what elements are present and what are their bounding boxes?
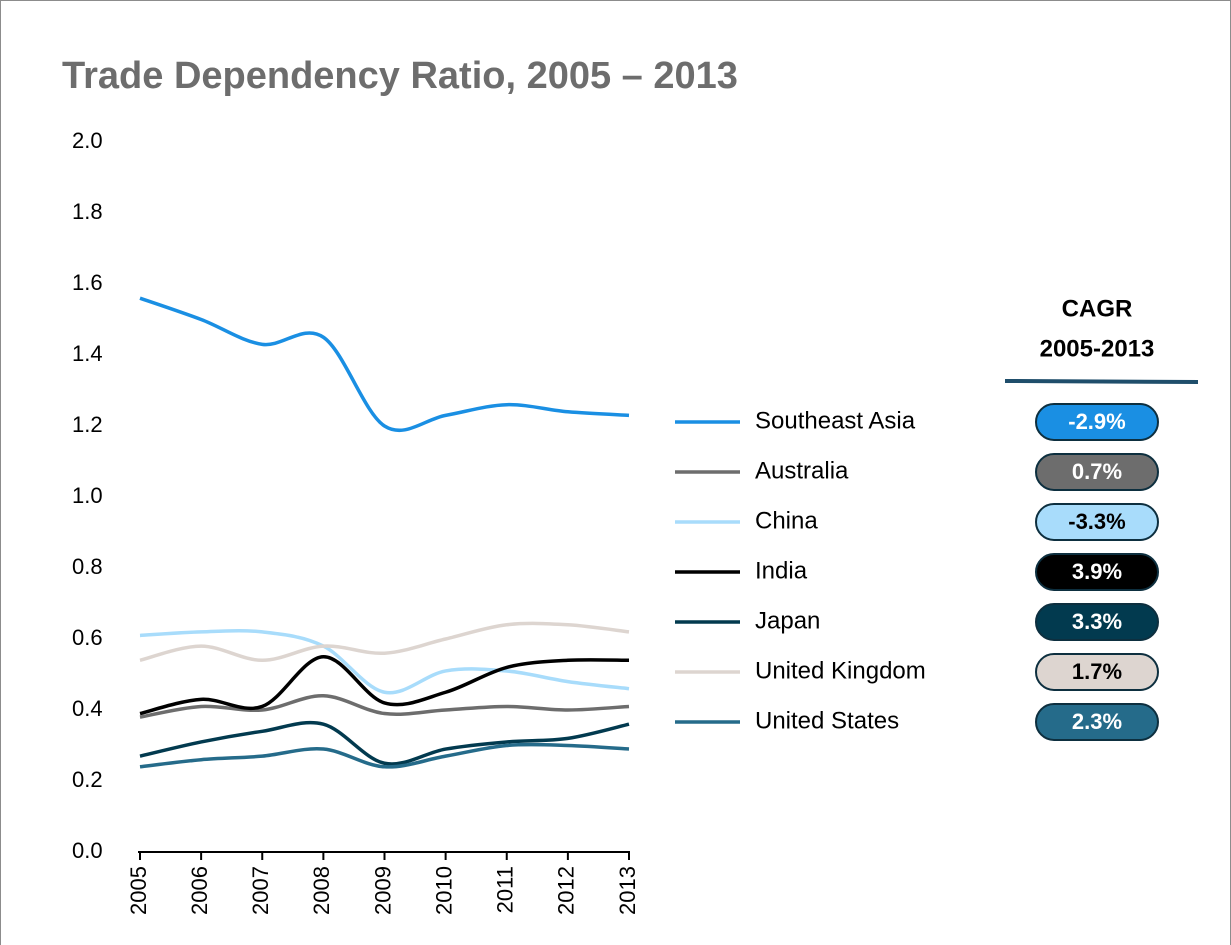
cagr-label: 2.3%: [1072, 709, 1122, 734]
series-line: [139, 720, 630, 766]
series-line: [139, 654, 630, 716]
cagr-title: CAGR: [1062, 295, 1133, 322]
y-tick-label: 1.4: [72, 341, 103, 366]
x-tick-label: 2008: [309, 866, 334, 915]
x-tick-label: 2006: [187, 866, 212, 915]
legend-label: Australia: [755, 457, 849, 484]
x-tick-label: 2012: [554, 866, 579, 915]
cagr-underline: [1004, 379, 1199, 384]
y-tick-label: 2.0: [72, 128, 103, 153]
y-tick-label: 0.0: [72, 838, 103, 863]
cagr-label: -2.9%: [1068, 409, 1125, 434]
y-tick-label: 0.2: [72, 767, 103, 792]
x-tick-label: 2009: [370, 866, 395, 915]
legend-label: India: [755, 557, 808, 584]
cagr-pill: [1035, 503, 1159, 541]
cagr-title: 2005-2013: [1040, 335, 1155, 362]
legend-label: Southeast Asia: [755, 407, 916, 434]
x-tick-label: 2005: [126, 866, 151, 915]
legend-label: United States: [755, 707, 899, 734]
y-tick-label: 1.2: [72, 412, 103, 437]
series-line: [139, 742, 630, 769]
legend-label: China: [755, 507, 818, 534]
cagr-pill: [1035, 653, 1159, 691]
cagr-pill: [1035, 453, 1159, 491]
cagr-label: 3.3%: [1072, 609, 1122, 634]
cagr-pill: [1035, 403, 1159, 441]
y-tick-label: 0.6: [72, 625, 103, 650]
series-line: [139, 621, 630, 663]
cagr-pill: [1035, 703, 1159, 741]
cagr-label: 0.7%: [1072, 459, 1122, 484]
y-tick-label: 1.0: [72, 483, 103, 508]
x-tick-label: 2010: [431, 866, 456, 915]
cagr-pill: [1035, 603, 1159, 641]
series-line: [139, 628, 630, 695]
x-tick-label: 2013: [615, 866, 640, 915]
series-line: [139, 296, 630, 433]
cagr-label: 1.7%: [1072, 659, 1122, 684]
legend-label: Japan: [755, 607, 820, 634]
cagr-label: -3.3%: [1068, 509, 1125, 534]
chart-title: Trade Dependency Ratio, 2005 – 2013: [62, 55, 738, 97]
x-tick-label: 2007: [248, 866, 273, 915]
y-tick-label: 1.8: [72, 199, 103, 224]
legend-label: United Kingdom: [755, 657, 926, 684]
cagr-label: 3.9%: [1072, 559, 1122, 584]
y-tick-label: 0.4: [72, 696, 103, 721]
cagr-pill: [1035, 553, 1159, 591]
y-tick-label: 1.6: [72, 270, 103, 295]
series-line: [139, 694, 630, 719]
x-tick-label: 2011: [493, 866, 518, 913]
y-tick-label: 0.8: [72, 554, 103, 579]
